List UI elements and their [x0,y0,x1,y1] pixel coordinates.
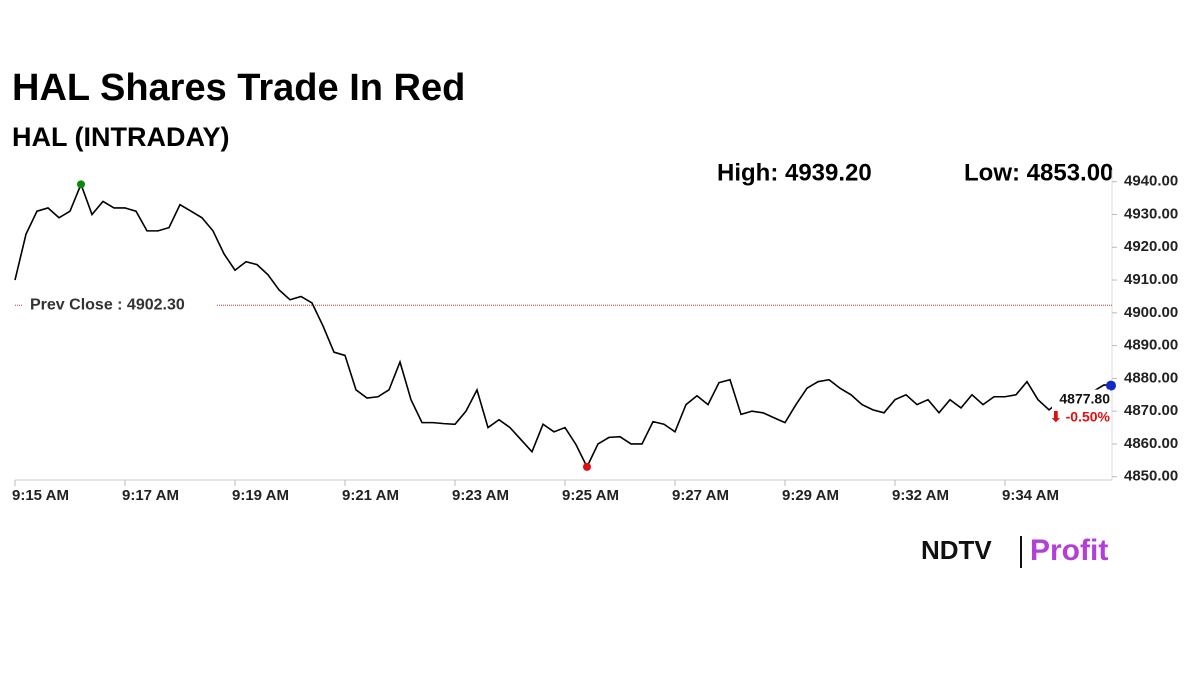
change-label: ⬇ -0.50% [1050,408,1111,424]
x-tick-label: 9:23 AM [452,487,509,504]
prev-close-bg [22,294,216,317]
high-label: High: 4939.20 [717,159,872,186]
last-label-bg [1052,389,1110,428]
chart-subtitle: HAL (INTRADAY) [12,122,230,152]
y-tick-label: 4860.00 [1124,435,1178,452]
y-tick-label: 4940.00 [1124,173,1178,190]
logo-product: Profit [1030,534,1108,567]
y-tick-label: 4910.00 [1124,271,1178,288]
high-dot [77,180,85,189]
x-tick-label: 9:21 AM [342,487,399,504]
x-tick-label: 9:29 AM [782,487,839,504]
logo-brand: NDTV [921,535,992,565]
x-tick-label: 9:25 AM [562,487,619,504]
y-tick-label: 4930.00 [1124,205,1178,222]
prev-close-label: Prev Close : 4902.30 [30,297,185,314]
x-tick-label: 9:17 AM [122,487,179,504]
y-tick-label: 4850.00 [1124,468,1178,485]
x-tick-label: 9:34 AM [1002,487,1059,504]
y-tick-label: 4880.00 [1124,369,1178,386]
x-tick-label: 9:19 AM [232,487,289,504]
last-price-label: 4877.80 [1059,390,1110,406]
y-tick-label: 4890.00 [1124,337,1178,354]
x-tick-label: 9:27 AM [672,487,729,504]
x-tick-label: 9:32 AM [892,487,949,504]
y-tick-label: 4870.00 [1124,402,1178,419]
low-dot [583,462,591,471]
chart-title: HAL Shares Trade In Red [12,67,465,109]
x-tick-label: 9:15 AM [12,487,69,504]
y-tick-label: 4900.00 [1124,304,1178,321]
last-dot [1106,380,1116,391]
price-line [14,182,1116,469]
y-tick-label: 4920.00 [1124,238,1178,255]
low-label: Low: 4853.00 [964,159,1113,186]
